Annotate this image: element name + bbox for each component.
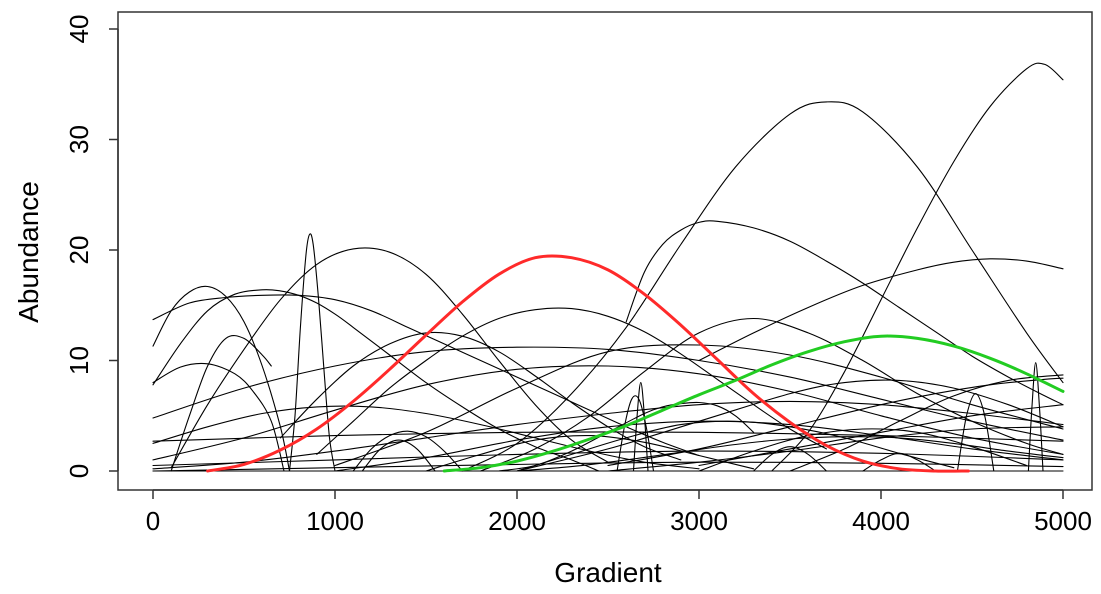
series-line-34 [698,428,1028,472]
series-line-26 [607,377,1064,467]
series-line-33 [425,435,755,472]
series-line-5 [625,220,1064,406]
x-tick-label: 3000 [670,506,728,536]
series-line-22 [152,405,700,470]
series-line-10 [152,285,291,472]
series-line-40 [1027,362,1044,472]
series-line-31 [607,426,1064,472]
series-line-red [206,254,970,473]
series-line-35 [516,436,1064,472]
y-tick-label: 10 [64,346,94,375]
series-line-green [442,334,1065,473]
x-tick-label: 0 [146,506,160,536]
series-line-17 [152,346,1064,441]
series-line-6 [698,258,1064,362]
x-tick-label: 2000 [488,506,546,536]
series-line-42 [753,446,827,472]
y-axis-label: Abundance [13,181,44,323]
y-tick-label: 30 [64,125,94,154]
y-tick-label: 0 [64,464,94,478]
series-line-21 [152,365,1064,461]
series-line-4 [461,101,1064,472]
y-tick-label: 40 [64,15,94,44]
x-tick-label: 5000 [1034,506,1092,536]
series-line-20 [516,379,1064,472]
x-tick-label: 1000 [306,506,364,536]
series-line-19 [480,317,1064,472]
series-line-23 [152,400,1064,470]
series-line-16 [279,331,682,461]
series-line-14 [498,401,755,472]
series-line-13 [152,362,285,472]
series-line-38 [616,395,655,472]
series-line-37 [632,382,649,472]
series-line-25 [334,420,1064,472]
x-tick-label: 4000 [852,506,910,536]
series-line-32 [516,420,955,472]
series-line-7 [170,247,609,469]
series-line-12 [170,335,272,472]
series-line-28 [698,404,1064,467]
series-line-39 [956,393,995,472]
series-line-18 [334,344,1064,467]
y-tick-label: 20 [64,236,94,265]
series-line-30 [152,461,1064,472]
x-axis: 0 1000 2000 3000 4000 5000 [146,489,1092,536]
series-line-41 [361,439,436,472]
y-axis: 0 10 20 30 40 [64,15,119,478]
x-axis-label: Gradient [554,557,662,588]
series-line-36 [352,430,463,472]
series-line-15 [316,307,827,455]
series-lines [152,62,1065,473]
